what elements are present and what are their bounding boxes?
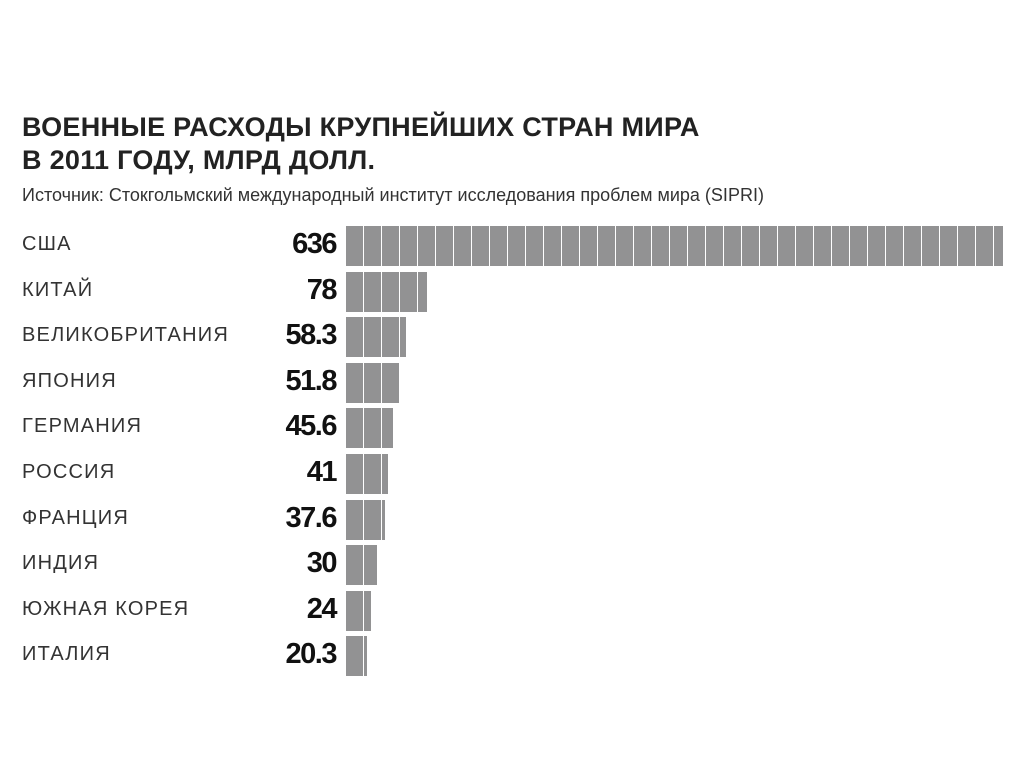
- bar-segment: [796, 226, 813, 266]
- bar-segment: [724, 226, 741, 266]
- bar-segment: [346, 271, 363, 312]
- value-label: 37.6: [285, 501, 338, 534]
- value-label: 45.6: [285, 410, 338, 443]
- bar-segment: [418, 271, 427, 312]
- bar-segment: [778, 226, 795, 266]
- bar-segment: [958, 226, 975, 266]
- bar-segment: [400, 271, 417, 312]
- bar-segment: [940, 226, 957, 266]
- bar-segment: [346, 317, 363, 358]
- bar-segment: [364, 317, 381, 358]
- bar-segment: [418, 226, 435, 266]
- category-label: ФРАНЦИЯ: [22, 506, 130, 529]
- bar-segment: [364, 454, 381, 494]
- bar-segment: [382, 408, 394, 449]
- bar-segment: [490, 226, 507, 266]
- bar-segment: [346, 226, 363, 266]
- bar-segment: [346, 636, 363, 677]
- bar-segment: [994, 226, 1003, 266]
- bar-segment: [742, 226, 759, 266]
- bar-segment: [706, 226, 723, 266]
- bar-segment: [544, 226, 561, 266]
- category-label: ГЕРМАНИЯ: [22, 415, 143, 438]
- bar-segment: [364, 590, 371, 631]
- category-label: РОССИЯ: [22, 461, 116, 483]
- bar-segment: [580, 226, 597, 266]
- bar-segment: [688, 226, 705, 266]
- bar-segment: [922, 226, 939, 266]
- bar-segment: [760, 226, 777, 266]
- bar-segment: [382, 226, 399, 266]
- bar-segment: [364, 226, 381, 266]
- bar-segment: [472, 226, 489, 266]
- category-label: ЯПОНИЯ: [22, 369, 117, 392]
- bar-segment: [814, 226, 831, 266]
- bar-segment: [364, 499, 381, 540]
- bar-segment: [382, 317, 399, 358]
- bar-segment: [850, 226, 867, 266]
- bar-segment: [526, 226, 543, 266]
- bar-segment: [364, 362, 381, 403]
- bar-segment: [346, 454, 363, 494]
- bar-segment: [364, 271, 381, 312]
- bar-segment: [832, 226, 849, 266]
- bar-segment: [364, 545, 377, 586]
- bar-segment: [598, 226, 615, 266]
- category-label: ВЕЛИКОБРИТАНИЯ: [22, 324, 229, 347]
- chart-title-line-1: ВОЕННЫЕ РАСХОДЫ КРУПНЕЙШИХ СТРАН МИРА: [22, 112, 700, 142]
- bar-segment: [364, 408, 381, 449]
- bar-segment: [382, 499, 385, 540]
- category-label: США: [22, 233, 72, 255]
- bar-segment: [616, 226, 633, 266]
- bar-segment: [346, 362, 363, 403]
- bar-segment: [652, 226, 669, 266]
- bar-segment: [382, 362, 399, 403]
- bar-segment: [904, 226, 921, 266]
- value-label: 41: [306, 456, 338, 488]
- value-label: 51.8: [285, 364, 338, 397]
- bar-segment: [364, 636, 367, 677]
- chart-subtitle: Источник: Стокгольмский международный ин…: [22, 185, 764, 205]
- value-label: 20.3: [285, 638, 338, 671]
- bar-segment: [886, 226, 903, 266]
- bar-segment: [562, 226, 579, 266]
- chart-title-line-2: В 2011 ГОДУ, МЛРД ДОЛЛ.: [22, 145, 376, 175]
- value-label: 24: [306, 592, 338, 625]
- bar-segment: [436, 226, 453, 266]
- bar-segment: [400, 317, 407, 358]
- category-label: КИТАЙ: [22, 278, 94, 301]
- value-label: 30: [306, 547, 338, 580]
- bar-segment: [346, 408, 363, 449]
- value-label: 58.3: [285, 319, 338, 352]
- category-label: ИНДИЯ: [22, 552, 100, 575]
- bar-segment: [976, 226, 993, 266]
- value-label: 636: [292, 228, 337, 260]
- bar-segment: [670, 226, 687, 266]
- bar-segment: [400, 226, 417, 266]
- bar-segment: [346, 545, 363, 586]
- bar-segment: [868, 226, 885, 266]
- bar-segment: [454, 226, 471, 266]
- bar-segment: [346, 499, 363, 540]
- bar-segment: [634, 226, 651, 266]
- bar-segment: [382, 454, 389, 494]
- bar-segment: [346, 590, 363, 631]
- bar-segment: [508, 226, 525, 266]
- category-label: ИТАЛИЯ: [22, 643, 111, 666]
- value-label: 78: [306, 273, 338, 306]
- category-label: ЮЖНАЯ КОРЕЯ: [22, 597, 190, 620]
- bar-segment: [382, 271, 399, 312]
